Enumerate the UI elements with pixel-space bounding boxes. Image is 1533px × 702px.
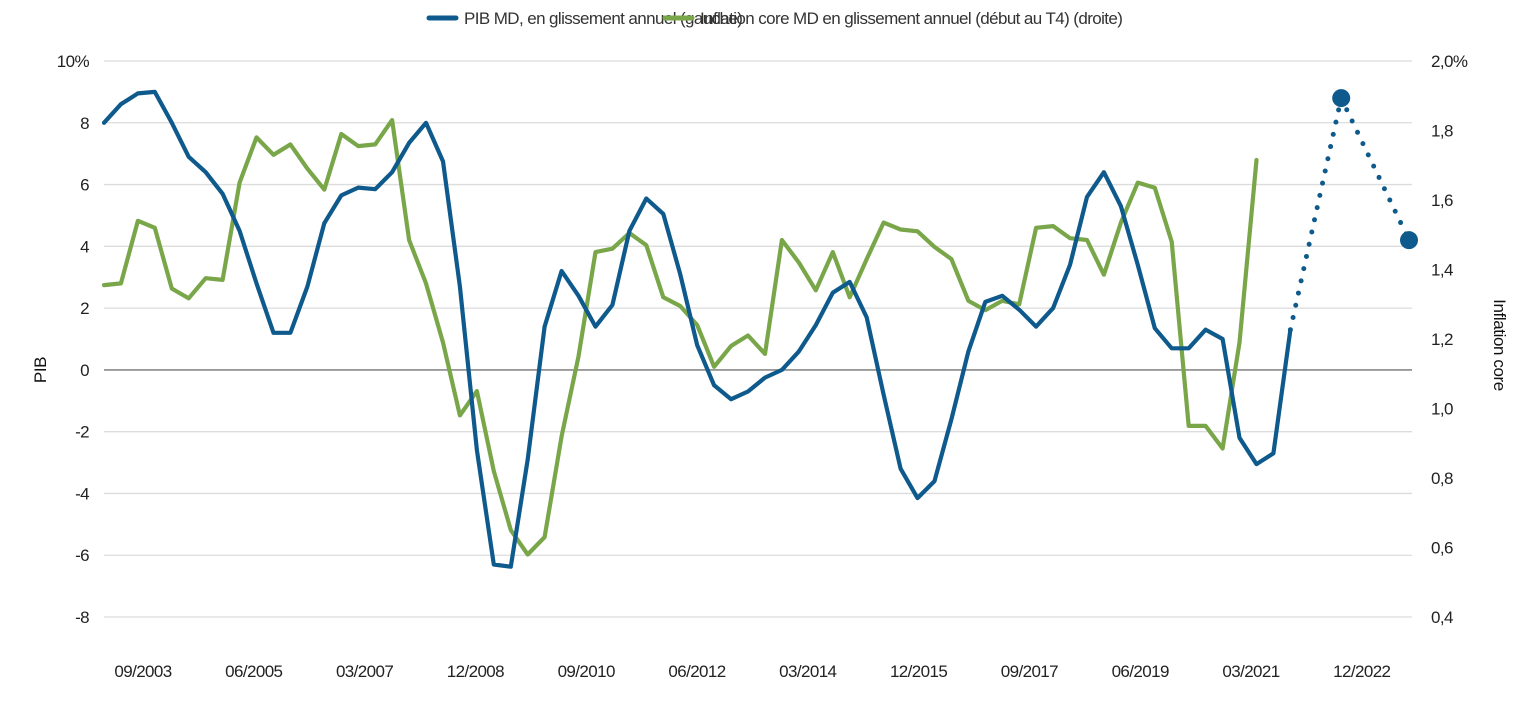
series-line-inflation — [101, 118, 1259, 557]
x-axis-ticks: 09/2003 06/2005 03/2007 12/2008 09/2010 06/20… — [114, 662, 1391, 681]
y-tick-label-left: -4 — [75, 484, 89, 503]
x-tick-label: 06/2012 — [668, 662, 725, 681]
y-tick-label-right: 2,0% — [1431, 52, 1468, 71]
x-tick-label: 03/2007 — [336, 662, 393, 681]
y-tick-label-right: 1,0 — [1431, 400, 1453, 419]
y-tick-label-right: 1,2 — [1431, 330, 1453, 349]
x-tick-label: 03/2021 — [1222, 662, 1279, 681]
y-axis-left-ticks: 10% 8 6 4 2 0 -2 -4 -6 -8 — [57, 52, 90, 627]
y-tick-label-right: 0,8 — [1431, 469, 1453, 488]
projection-line-pib — [1287, 90, 1412, 333]
y-axis-right-title: Inflation core — [1490, 299, 1509, 391]
x-tick-label: 06/2005 — [225, 662, 282, 681]
x-tick-label: 12/2008 — [447, 662, 504, 681]
y-tick-label-left: 8 — [80, 114, 89, 133]
x-tick-label: 03/2014 — [779, 662, 836, 681]
y-tick-label-left: -2 — [75, 423, 89, 442]
series-line-pib — [101, 89, 1293, 569]
legend: PIB MD, en glissement annuel (gauche) In… — [426, 9, 1123, 28]
y-tick-label-left: 4 — [80, 237, 89, 256]
legend-label-inflation: Inflation core MD en glissement annuel (… — [700, 9, 1122, 28]
projection-marker — [1400, 231, 1418, 250]
y-tick-label-right: 1,6 — [1431, 191, 1453, 210]
x-tick-label: 09/2003 — [114, 662, 171, 681]
y-axis-left-title: PIB — [31, 357, 50, 383]
y-tick-label-left: -6 — [75, 546, 89, 565]
y-tick-label-right: 1,8 — [1431, 122, 1453, 141]
projection-marker — [1332, 89, 1351, 108]
x-tick-label: 12/2015 — [890, 662, 947, 681]
legend-label-pib: PIB MD, en glissement annuel (gauche) — [464, 9, 742, 28]
y-tick-label-left: 0 — [80, 361, 89, 380]
y-tick-label-left: 10% — [57, 52, 90, 71]
y-tick-label-right: 0,6 — [1431, 539, 1453, 558]
y-tick-label-right: 0,4 — [1431, 608, 1453, 627]
x-tick-label: 12/2022 — [1333, 662, 1390, 681]
y-tick-label-left: 6 — [80, 176, 89, 195]
x-tick-label: 06/2019 — [1112, 662, 1169, 681]
series-group — [101, 89, 1418, 569]
gridlines — [104, 60, 1412, 618]
y-tick-label-left: 2 — [80, 299, 89, 318]
y-tick-label-left: -8 — [75, 608, 89, 627]
x-tick-label: 09/2010 — [558, 662, 615, 681]
x-tick-label: 09/2017 — [1001, 662, 1058, 681]
y-axis-right-ticks: 2,0% 1,8 1,6 1,4 1,2 1,0 0,8 0,6 0,4 — [1431, 52, 1468, 627]
y-tick-label-right: 1,4 — [1431, 261, 1453, 280]
